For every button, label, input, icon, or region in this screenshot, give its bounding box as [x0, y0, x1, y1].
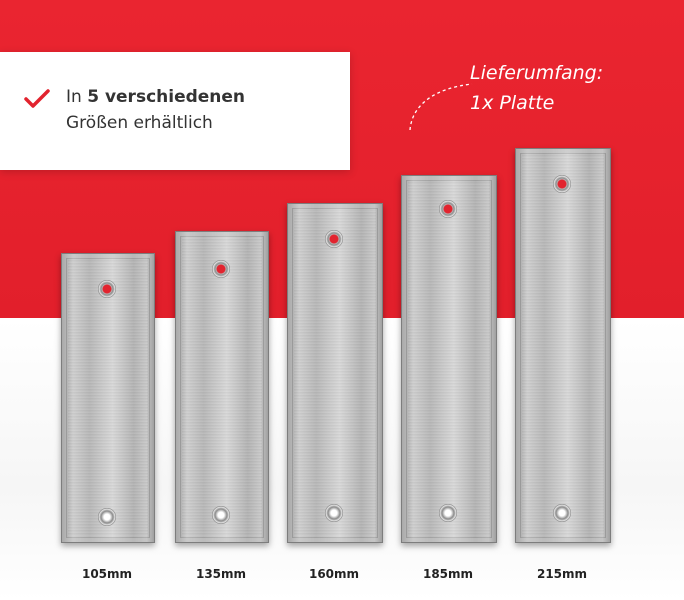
bottom-screw-hole — [212, 506, 230, 524]
plate-105mm — [61, 253, 155, 543]
feature-callout-card: In 5 verschiedenen Größen erhältlich — [0, 52, 350, 170]
callout-line-1: In 5 verschiedenen — [66, 87, 246, 107]
delivery-scope-note: Lieferumfang: 1x Platte — [470, 58, 603, 118]
delivery-contents: 1x Platte — [470, 92, 555, 114]
plate-215mm — [515, 148, 611, 543]
top-screw-hole — [212, 260, 230, 278]
plate-135mm — [175, 231, 269, 543]
bottom-screw-hole — [439, 504, 457, 522]
callout-line-2: Größen erhältlich — [66, 113, 213, 133]
size-label-160mm: 160mm — [308, 567, 360, 581]
bottom-screw-hole — [325, 504, 343, 522]
top-screw-hole — [553, 175, 571, 193]
callout-highlight: 5 verschiedenen — [87, 87, 246, 107]
delivery-title: Lieferumfang: — [470, 62, 604, 84]
size-label-105mm: 105mm — [81, 567, 133, 581]
bottom-screw-hole — [553, 504, 571, 522]
size-label-185mm: 185mm — [422, 567, 474, 581]
size-label-215mm: 215mm — [536, 567, 588, 581]
size-label-135mm: 135mm — [195, 567, 247, 581]
checkmark-icon — [24, 89, 50, 108]
top-screw-hole — [439, 200, 457, 218]
bottom-screw-hole — [98, 508, 116, 526]
plate-185mm — [401, 175, 497, 543]
top-screw-hole — [325, 230, 343, 248]
plate-160mm — [287, 203, 383, 543]
top-screw-hole — [98, 280, 116, 298]
dashed-curve-decoration — [409, 83, 473, 131]
